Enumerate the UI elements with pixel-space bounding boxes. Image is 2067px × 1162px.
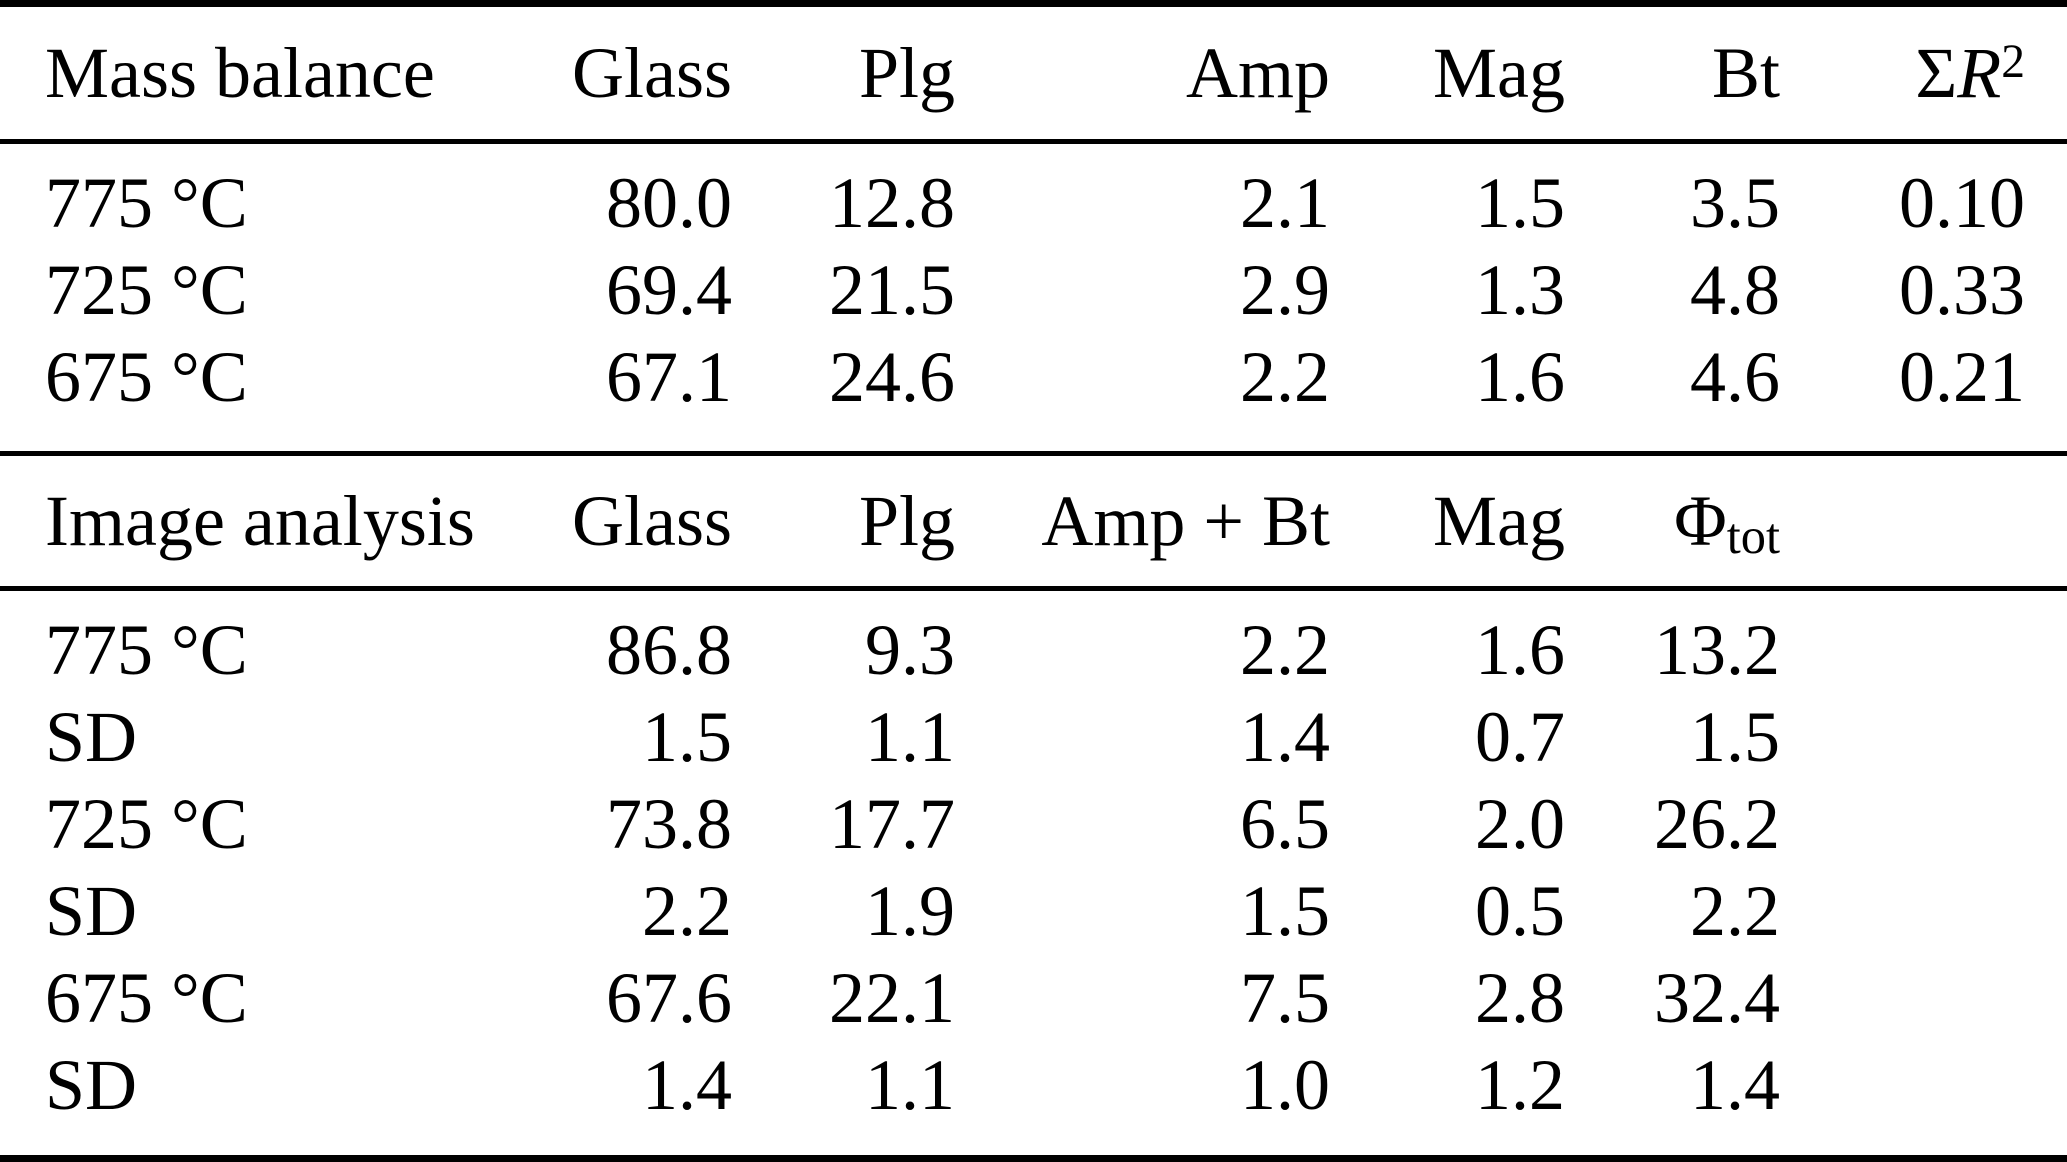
cell-phi-tot: 1.5 <box>1690 696 1780 777</box>
cell-amp: 2.2 <box>1240 336 1330 417</box>
r-symbol: R <box>1957 33 2002 113</box>
image-analysis-row-675: 675 °C 67.6 22.1 7.5 2.8 32.4 <box>0 954 2067 1041</box>
cell-bt: 4.6 <box>1690 336 1780 417</box>
cell-amp-plus-bt: 1.5 <box>1240 870 1330 951</box>
cell-mag: 1.5 <box>1475 162 1565 243</box>
temperature-label: 725 °C <box>45 783 248 864</box>
temperature-label: 675 °C <box>45 957 248 1038</box>
sd-label: SD <box>45 870 138 951</box>
cell-phi-tot: 2.2 <box>1690 870 1780 951</box>
cell-plg: 1.1 <box>865 696 955 777</box>
mass-balance-header-row: Mass balance Glass Plg Amp Mag Bt ΣR2 <box>0 7 2067 139</box>
cell-phi-tot: 1.4 <box>1690 1044 1780 1125</box>
cell-mag: 0.5 <box>1475 870 1565 951</box>
cell-glass: 1.5 <box>642 696 732 777</box>
image-analysis-row-725: 725 °C 73.8 17.7 6.5 2.0 26.2 <box>0 780 2067 867</box>
mass-balance-row-675: 675 °C 67.1 24.6 2.2 1.6 4.6 0.21 <box>0 333 2067 420</box>
image-analysis-header-row: Image analysis Glass Plg Amp + Bt Mag Φt… <box>0 456 2067 586</box>
cell-plg: 1.1 <box>865 1044 955 1125</box>
cell-phi-tot: 13.2 <box>1654 609 1780 690</box>
cell-bt: 3.5 <box>1690 162 1780 243</box>
header-separator-rule <box>0 586 2067 591</box>
cell-amp: 2.9 <box>1240 249 1330 330</box>
spacer <box>0 144 2067 159</box>
cell-sum-r-squared: 0.10 <box>1899 162 2025 243</box>
cell-plg: 22.1 <box>829 957 955 1038</box>
cell-mag: 0.7 <box>1475 696 1565 777</box>
table-bottom-rule <box>0 1155 2067 1162</box>
temperature-label: 775 °C <box>45 162 248 243</box>
cell-glass: 67.1 <box>606 336 732 417</box>
cell-plg: 21.5 <box>829 249 955 330</box>
cell-amp-plus-bt: 7.5 <box>1240 957 1330 1038</box>
phi-subscript-tot: tot <box>1726 508 1780 565</box>
spacer <box>0 591 2067 606</box>
temperature-label: 675 °C <box>45 336 248 417</box>
column-header-glass: Glass <box>572 33 732 113</box>
spacer <box>0 1128 2067 1155</box>
cell-plg: 1.9 <box>865 870 955 951</box>
column-header-mag: Mag <box>1433 33 1565 113</box>
cell-amp: 2.1 <box>1240 162 1330 243</box>
cell-plg: 24.6 <box>829 336 955 417</box>
cell-mag: 1.2 <box>1475 1044 1565 1125</box>
spacer <box>0 420 2067 451</box>
mass-balance-row-725: 725 °C 69.4 21.5 2.9 1.3 4.8 0.33 <box>0 246 2067 333</box>
cell-sum-r-squared: 0.33 <box>1899 249 2025 330</box>
mass-balance-row-775: 775 °C 80.0 12.8 2.1 1.5 3.5 0.10 <box>0 159 2067 246</box>
cell-mag: 1.6 <box>1475 609 1565 690</box>
column-header-plg: Plg <box>858 481 955 561</box>
section-title-mass-balance: Mass balance <box>45 33 435 113</box>
cell-amp-plus-bt: 6.5 <box>1240 783 1330 864</box>
column-header-phi-tot: Φtot <box>1565 485 1780 561</box>
cell-glass: 2.2 <box>642 870 732 951</box>
header-separator-rule <box>0 139 2067 144</box>
cell-amp-plus-bt: 1.4 <box>1240 696 1330 777</box>
cell-glass: 86.8 <box>606 609 732 690</box>
sd-label: SD <box>45 696 138 777</box>
cell-plg: 12.8 <box>829 162 955 243</box>
table-top-rule <box>0 0 2067 7</box>
cell-glass: 73.8 <box>606 783 732 864</box>
cell-plg: 9.3 <box>865 609 955 690</box>
column-header-sum-r-squared: ΣR2 <box>1780 37 2067 109</box>
exponent-2: 2 <box>2001 36 2025 89</box>
cell-mag: 2.0 <box>1475 783 1565 864</box>
column-header-amp: Amp <box>1186 33 1330 113</box>
section-title-image-analysis: Image analysis <box>45 481 475 561</box>
phi-symbol: Φ <box>1674 481 1727 561</box>
section-separator-rule <box>0 451 2067 456</box>
cell-glass: 80.0 <box>606 162 732 243</box>
column-header-plg: Plg <box>858 33 955 113</box>
cell-sum-r-squared: 0.21 <box>1899 336 2025 417</box>
cell-amp-plus-bt: 1.0 <box>1240 1044 1330 1125</box>
column-header-amp-plus-bt: Amp + Bt <box>1041 481 1330 561</box>
temperature-label: 775 °C <box>45 609 248 690</box>
cell-glass: 69.4 <box>606 249 732 330</box>
cell-plg: 17.7 <box>829 783 955 864</box>
image-analysis-row-775: 775 °C 86.8 9.3 2.2 1.6 13.2 <box>0 606 2067 693</box>
image-analysis-row-sd-3: SD 1.4 1.1 1.0 1.2 1.4 <box>0 1041 2067 1128</box>
cell-mag: 2.8 <box>1475 957 1565 1038</box>
cell-amp-plus-bt: 2.2 <box>1240 609 1330 690</box>
cell-phi-tot: 26.2 <box>1654 783 1780 864</box>
column-header-bt: Bt <box>1711 33 1780 113</box>
cell-glass: 1.4 <box>642 1044 732 1125</box>
image-analysis-row-sd-1: SD 1.5 1.1 1.4 0.7 1.5 <box>0 693 2067 780</box>
sigma-symbol: Σ <box>1915 33 1958 113</box>
temperature-label: 725 °C <box>45 249 248 330</box>
cell-bt: 4.8 <box>1690 249 1780 330</box>
cell-phi-tot: 32.4 <box>1654 957 1780 1038</box>
cell-glass: 67.6 <box>606 957 732 1038</box>
column-header-glass: Glass <box>572 481 732 561</box>
column-header-mag: Mag <box>1433 481 1565 561</box>
image-analysis-row-sd-2: SD 2.2 1.9 1.5 0.5 2.2 <box>0 867 2067 954</box>
sd-label: SD <box>45 1044 138 1125</box>
cell-mag: 1.6 <box>1475 336 1565 417</box>
cell-mag: 1.3 <box>1475 249 1565 330</box>
